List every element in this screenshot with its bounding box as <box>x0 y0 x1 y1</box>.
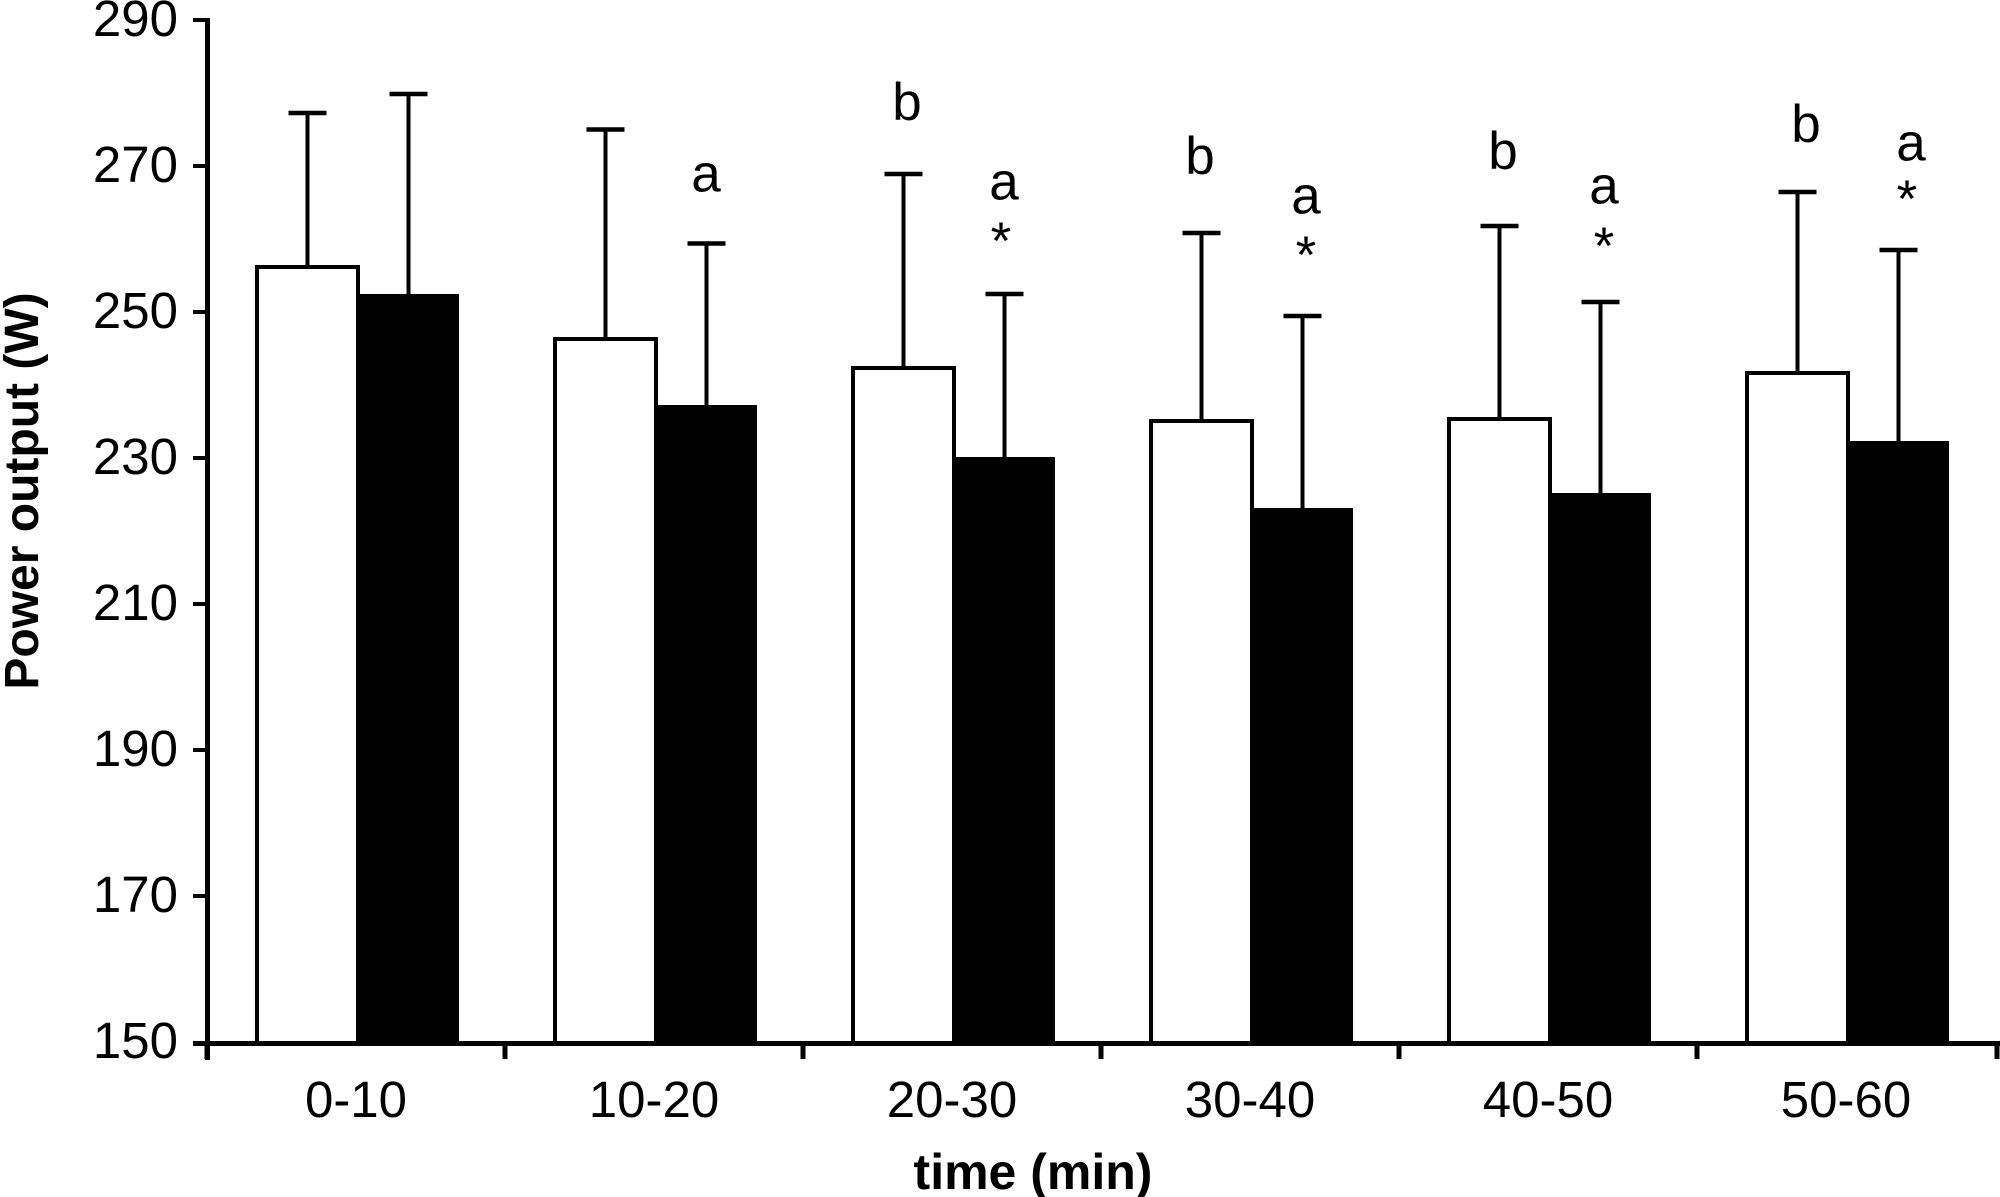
svg-text:b: b <box>1185 127 1214 186</box>
svg-text:170: 170 <box>93 866 178 923</box>
svg-text:b: b <box>1791 95 1820 154</box>
svg-text:40-50: 40-50 <box>1483 1071 1613 1128</box>
svg-text:270: 270 <box>93 136 178 193</box>
svg-text:b: b <box>892 73 921 132</box>
svg-text:Power output (W): Power output (W) <box>0 292 49 689</box>
svg-text:20-30: 20-30 <box>887 1071 1017 1128</box>
svg-text:*: * <box>991 212 1012 271</box>
svg-text:210: 210 <box>93 574 178 631</box>
svg-text:*: * <box>1296 226 1317 285</box>
svg-text:a: a <box>1291 167 1321 226</box>
svg-text:time (min): time (min) <box>914 1144 1153 1197</box>
svg-text:*: * <box>1897 170 1918 229</box>
svg-text:50-60: 50-60 <box>1781 1071 1911 1128</box>
svg-text:a: a <box>1896 114 1926 173</box>
svg-text:*: * <box>1594 217 1615 276</box>
svg-text:a: a <box>1589 157 1619 216</box>
svg-text:0-10: 0-10 <box>305 1071 407 1128</box>
svg-text:10-20: 10-20 <box>589 1071 719 1128</box>
svg-text:b: b <box>1488 122 1517 181</box>
svg-text:190: 190 <box>93 720 178 777</box>
svg-text:250: 250 <box>93 282 178 339</box>
svg-text:30-40: 30-40 <box>1185 1071 1315 1128</box>
svg-text:150: 150 <box>93 1012 178 1069</box>
svg-text:a: a <box>989 153 1019 212</box>
svg-text:230: 230 <box>93 428 178 485</box>
svg-text:290: 290 <box>93 0 178 47</box>
svg-text:a: a <box>691 145 721 204</box>
